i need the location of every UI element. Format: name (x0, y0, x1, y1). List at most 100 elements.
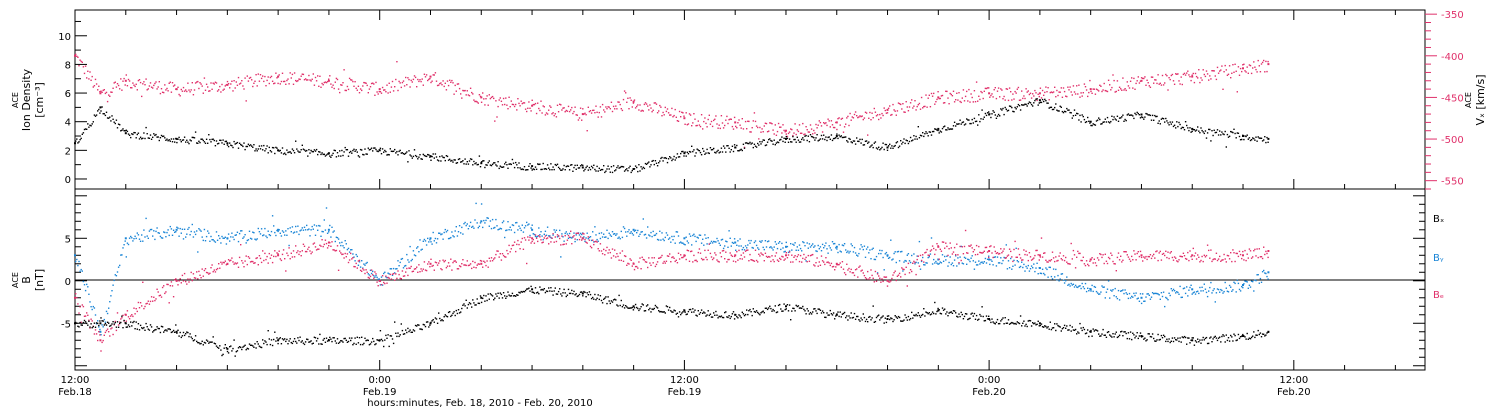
ion-density-point (203, 141, 206, 143)
by-point (90, 306, 92, 308)
by-point (1035, 267, 1037, 269)
ion-density-point (717, 149, 719, 152)
ion-density-point (771, 140, 773, 142)
by-point (1249, 286, 1252, 288)
bx-point (157, 327, 159, 330)
by-point (650, 231, 652, 234)
vx-point (84, 65, 87, 67)
vx-point (592, 109, 594, 112)
by-point (869, 249, 871, 251)
ion-density-point (153, 133, 155, 135)
ion-density-point (164, 137, 166, 139)
ion-density-point (205, 138, 208, 140)
ion-density-point (522, 168, 525, 171)
bx-point (363, 342, 365, 345)
bz-point (1147, 255, 1149, 258)
vx-point (585, 114, 587, 116)
vx-point (430, 81, 432, 84)
vx-point (1089, 79, 1091, 82)
by-point (570, 236, 572, 239)
by-point (424, 240, 427, 242)
vx-point (879, 113, 881, 116)
bx-point (190, 336, 192, 338)
vx-point (859, 115, 861, 117)
by-point (753, 241, 756, 244)
by-point (979, 263, 981, 265)
ion-density-point (168, 139, 170, 141)
by-point (1247, 287, 1249, 289)
by-point (755, 244, 758, 247)
ion-density-point (759, 141, 761, 143)
by-point (595, 234, 597, 236)
bz-point (1182, 252, 1185, 254)
bz-point (374, 271, 376, 273)
ion-density-point (839, 136, 841, 138)
by-point (293, 231, 296, 233)
bz-point (574, 238, 576, 240)
by-point (433, 240, 435, 242)
ion-density-point (1066, 107, 1068, 110)
by-point (1058, 280, 1060, 282)
bz-point (583, 233, 585, 235)
vx-point (232, 90, 234, 92)
vx-point (952, 90, 955, 92)
bz-point (1138, 255, 1141, 258)
vx-point (856, 115, 858, 117)
by-point (1098, 293, 1100, 295)
ion-density-point (91, 123, 93, 125)
vx-point (194, 82, 197, 84)
by-point (1006, 268, 1009, 270)
vx-point (1091, 92, 1093, 94)
vx-point (117, 84, 120, 87)
by-point (600, 232, 603, 234)
vx-point (1151, 76, 1154, 78)
bz-point (345, 256, 347, 258)
by-point (130, 235, 132, 238)
ion-density-point (226, 142, 229, 145)
ion-density-point (879, 149, 881, 151)
bx-point (199, 343, 201, 345)
ion-density-point (853, 140, 856, 142)
by-point (135, 237, 137, 240)
ion-density-point (626, 168, 628, 170)
by-point (837, 251, 839, 254)
bz-point (717, 260, 719, 263)
by-point (296, 231, 298, 233)
vx-point (277, 82, 279, 85)
ion-density-point (983, 116, 985, 118)
by-point (763, 248, 765, 251)
ion-density-point (208, 134, 210, 136)
ion-density-point (920, 135, 923, 137)
bz-point (512, 244, 515, 246)
vx-point (894, 110, 896, 112)
vx-point (896, 110, 899, 112)
ion-density-point (979, 120, 981, 123)
ion-density-point (251, 145, 253, 147)
vx-point (392, 90, 395, 92)
ion-density-point (1257, 136, 1259, 138)
vx-point (803, 133, 805, 136)
by-point (1215, 292, 1218, 294)
ion-density-point (930, 134, 933, 136)
ion-density-point (332, 152, 334, 155)
by-point (174, 231, 176, 233)
vx-point (76, 55, 78, 57)
bx-point (265, 341, 267, 343)
ion-density-point (456, 162, 459, 164)
by-point (568, 232, 571, 235)
ion-density-point (402, 153, 405, 155)
vx-point (617, 101, 619, 103)
by-point (257, 227, 259, 230)
bz-point (1083, 263, 1086, 265)
bz-point (1142, 260, 1144, 262)
vx-point (797, 130, 800, 133)
bz-point (559, 237, 561, 240)
vx-point (738, 119, 740, 121)
by-point (754, 240, 757, 242)
by-point (607, 237, 609, 240)
by-point (249, 237, 252, 240)
bz-point (1104, 253, 1106, 255)
vx-point (332, 84, 334, 86)
vx-point (462, 89, 464, 92)
vx-point (1044, 91, 1046, 94)
